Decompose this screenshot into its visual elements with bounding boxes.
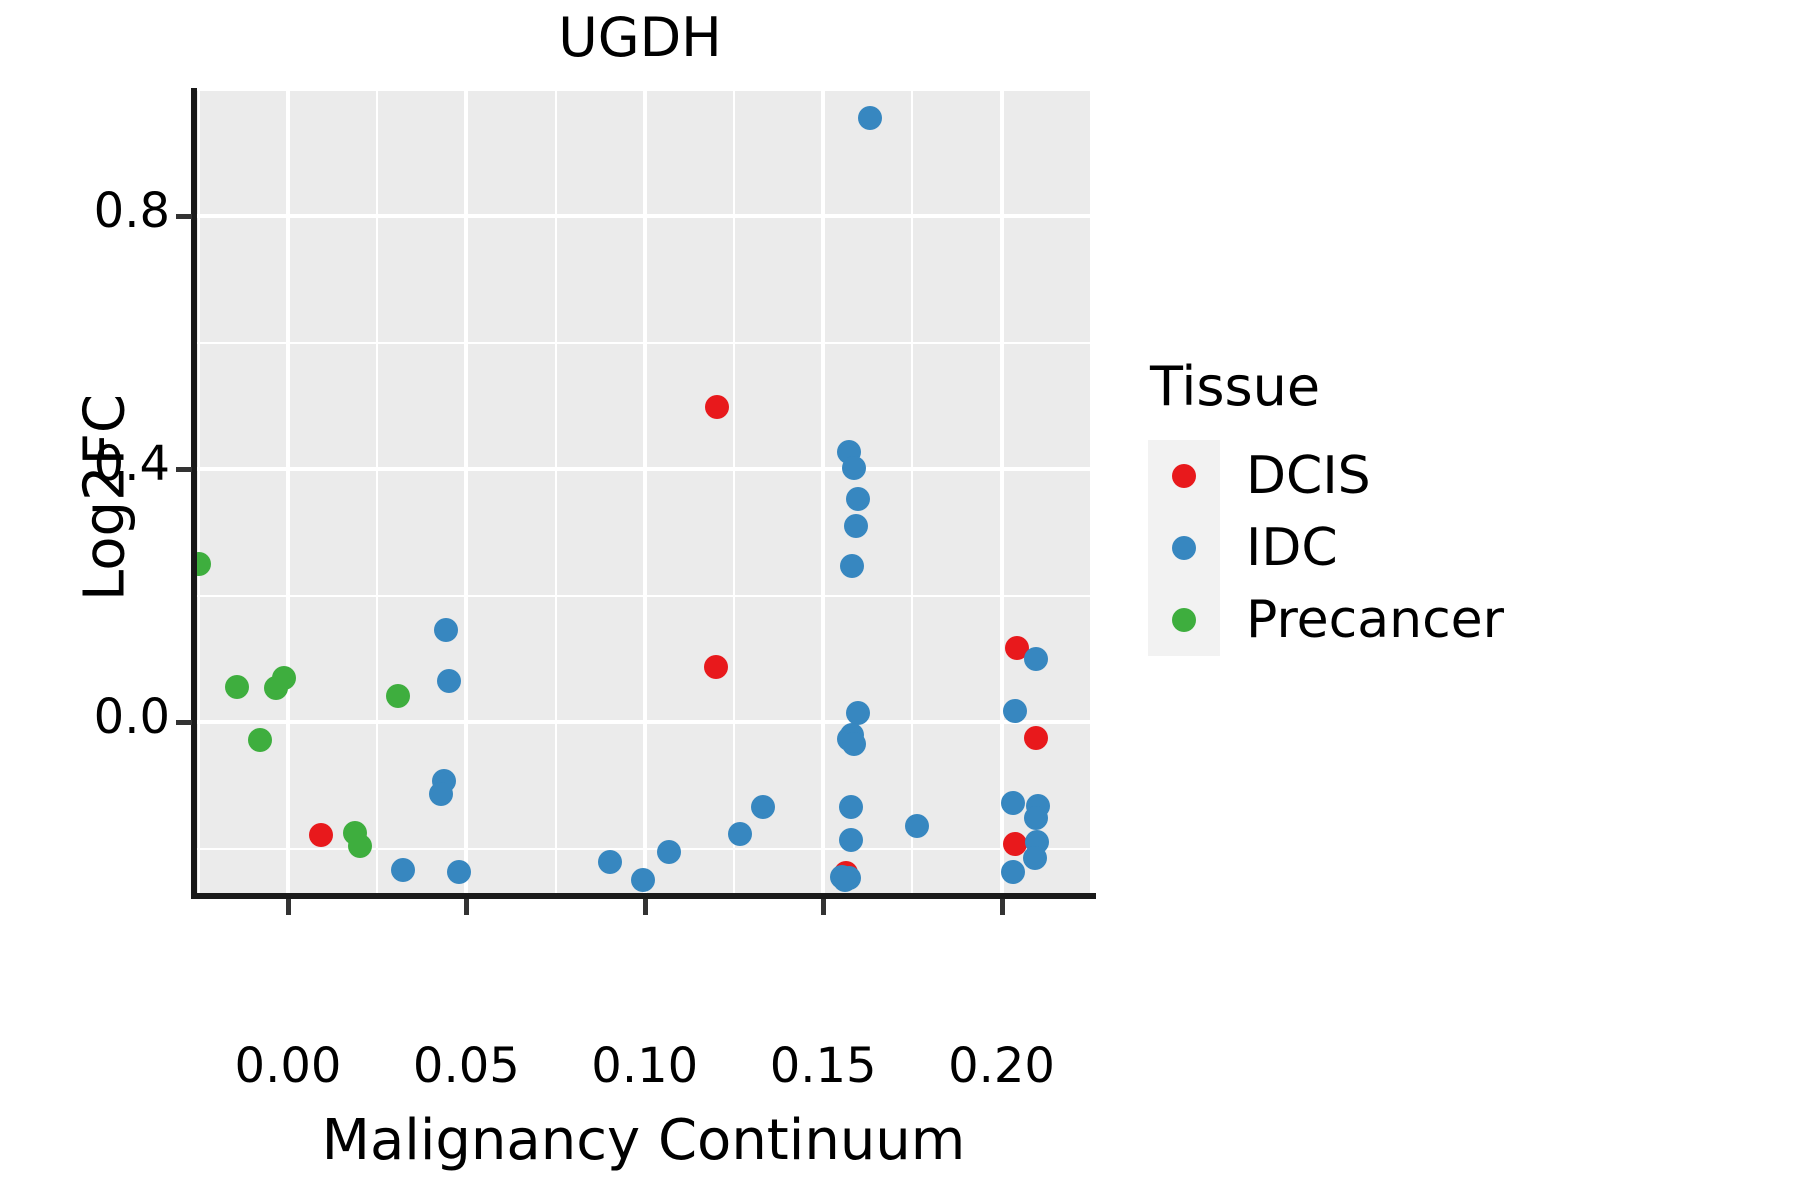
legend-key-swatch (1148, 512, 1220, 584)
data-point-idc (728, 821, 753, 846)
gridline-major-vertical (285, 90, 290, 895)
legend-entry-precancer[interactable]: Precancer (1148, 584, 1628, 656)
gridline-major-vertical (642, 90, 647, 895)
data-point-precancer (264, 676, 289, 701)
data-point-idc (843, 514, 868, 538)
data-point-idc (437, 668, 462, 693)
data-point-idc (1024, 647, 1049, 672)
y-tick-label: 0.4 (93, 436, 170, 493)
legend-entry-label: DCIS (1246, 446, 1371, 506)
x-tick-mark (464, 899, 470, 915)
y-tick-label: 0.0 (93, 689, 170, 746)
data-point-idc (1001, 791, 1026, 816)
y-tick-mark (176, 467, 192, 473)
data-point-idc (657, 839, 681, 864)
gridline-minor-vertical (376, 90, 379, 895)
data-point-dcis (308, 822, 333, 847)
data-point-precancer (348, 834, 373, 859)
plot-panel (197, 90, 1090, 895)
legend-entry-label: IDC (1246, 518, 1338, 578)
gridline-major-vertical (821, 90, 826, 895)
data-point-idc (1024, 805, 1049, 830)
gridline-minor-vertical (911, 90, 914, 895)
data-point-idc (1001, 860, 1026, 885)
legend-key-swatch (1148, 440, 1220, 512)
legend-title: Tissue (1150, 355, 1321, 418)
data-point-dcis (1024, 725, 1049, 750)
data-point-idc (904, 813, 929, 838)
y-tick-mark (176, 720, 192, 726)
gridline-major-vertical (999, 90, 1004, 895)
x-tick-mark (285, 899, 291, 915)
gridline-major-horizontal (197, 720, 1090, 725)
data-point-idc (833, 868, 858, 893)
y-axis-line (191, 88, 197, 897)
y-axis-title: Log2FC (72, 394, 138, 601)
data-point-dcis (705, 395, 730, 420)
legend-entry-idc[interactable]: IDC (1148, 512, 1628, 584)
gridline-major-vertical (464, 90, 469, 895)
data-point-idc (838, 827, 863, 852)
data-point-idc (840, 553, 865, 578)
x-tick-mark (642, 899, 648, 915)
legend-entries: DCIS IDC Precancer (1148, 440, 1628, 656)
gridline-minor-vertical (554, 90, 557, 895)
data-point-idc (751, 795, 776, 820)
data-point-precancer (197, 551, 212, 576)
x-tick-mark (999, 899, 1005, 915)
chart-title: UGDH (558, 6, 722, 69)
data-point-idc (842, 455, 867, 480)
legend-key-swatch (1148, 584, 1220, 656)
data-point-idc (446, 860, 471, 885)
data-point-idc (842, 732, 867, 757)
x-tick-label: 0.15 (769, 1038, 877, 1094)
data-point-idc (390, 857, 415, 882)
legend-dot-icon (1172, 608, 1196, 632)
data-point-dcis (1003, 831, 1028, 856)
x-axis-title: Malignancy Continuum (321, 1108, 966, 1173)
data-point-precancer (248, 728, 273, 753)
gridline-minor-vertical (197, 90, 200, 895)
data-point-dcis (703, 655, 728, 680)
y-tick-label: 0.8 (93, 183, 170, 240)
y-tick-mark (176, 214, 192, 220)
x-tick-mark (821, 899, 827, 915)
data-point-precancer (224, 674, 249, 699)
data-point-idc (631, 867, 656, 892)
data-point-idc (598, 850, 623, 875)
x-axis-line (191, 893, 1096, 899)
legend-dot-icon (1172, 536, 1196, 560)
gridline-minor-vertical (732, 90, 735, 895)
x-tick-label: 0.10 (591, 1038, 699, 1094)
gridline-major-horizontal (197, 214, 1090, 219)
data-point-idc (1023, 846, 1048, 870)
data-point-idc (845, 487, 870, 512)
x-tick-label: 0.05 (412, 1038, 520, 1094)
legend-entry-dcis[interactable]: DCIS (1148, 440, 1628, 512)
legend: Tissue DCIS IDC Precancer (1148, 355, 1628, 656)
data-point-idc (428, 782, 453, 807)
data-point-precancer (385, 683, 410, 708)
x-tick-label: 0.00 (234, 1038, 342, 1094)
x-tick-label: 0.20 (948, 1038, 1055, 1094)
data-point-idc (838, 795, 863, 820)
legend-dot-icon (1172, 464, 1196, 488)
data-point-idc (1002, 699, 1027, 724)
gridline-major-horizontal (197, 467, 1090, 472)
data-point-idc (858, 105, 883, 130)
legend-entry-label: Precancer (1246, 590, 1505, 650)
data-point-idc (845, 700, 870, 725)
data-point-idc (434, 618, 459, 643)
